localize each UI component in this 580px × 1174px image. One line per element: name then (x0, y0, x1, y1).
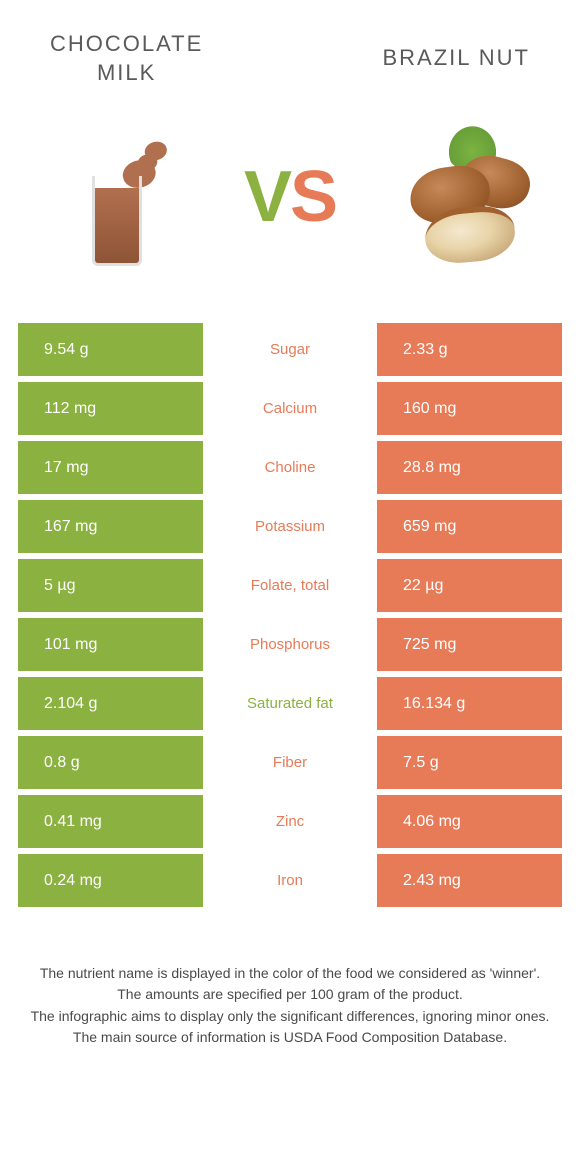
left-value: 112 mg (18, 382, 203, 435)
nutrient-label: Potassium (203, 500, 377, 553)
left-value: 101 mg (18, 618, 203, 671)
nutrient-label: Choline (203, 441, 377, 494)
vs-s: S (290, 157, 336, 237)
table-row: 0.8 gFiber7.5 g (18, 736, 562, 789)
right-value: 160 mg (377, 382, 562, 435)
right-value: 2.43 mg (377, 854, 562, 907)
right-value: 7.5 g (377, 736, 562, 789)
header: CHOCOLATE MILK BRAZIL NUT (0, 0, 580, 97)
left-food-title: CHOCOLATE MILK (50, 30, 203, 87)
right-value: 16.134 g (377, 677, 562, 730)
right-food-title: BRAZIL NUT (382, 30, 530, 87)
nutrient-label: Folate, total (203, 559, 377, 612)
nutrient-label: Fiber (203, 736, 377, 789)
left-value: 0.8 g (18, 736, 203, 789)
nutrient-label: Sugar (203, 323, 377, 376)
left-value: 5 µg (18, 559, 203, 612)
right-value: 28.8 mg (377, 441, 562, 494)
table-row: 101 mgPhosphorus725 mg (18, 618, 562, 671)
table-row: 2.104 gSaturated fat16.134 g (18, 677, 562, 730)
brazil-nut-image (390, 122, 540, 272)
vs-label: VS (244, 156, 336, 238)
right-value: 4.06 mg (377, 795, 562, 848)
footer-notes: The nutrient name is displayed in the co… (0, 913, 580, 1047)
table-row: 0.41 mgZinc4.06 mg (18, 795, 562, 848)
chocolate-milk-image (40, 122, 190, 272)
table-row: 167 mgPotassium659 mg (18, 500, 562, 553)
right-value: 2.33 g (377, 323, 562, 376)
table-row: 0.24 mgIron2.43 mg (18, 854, 562, 907)
nutrient-label: Calcium (203, 382, 377, 435)
left-value: 167 mg (18, 500, 203, 553)
left-value: 0.24 mg (18, 854, 203, 907)
vs-v: V (244, 157, 290, 237)
images-row: VS (0, 97, 580, 317)
left-value: 0.41 mg (18, 795, 203, 848)
table-row: 9.54 gSugar2.33 g (18, 323, 562, 376)
footer-line: The nutrient name is displayed in the co… (30, 963, 550, 983)
nutrient-label: Iron (203, 854, 377, 907)
nutrient-label: Zinc (203, 795, 377, 848)
table-row: 112 mgCalcium160 mg (18, 382, 562, 435)
right-value: 22 µg (377, 559, 562, 612)
table-row: 17 mgCholine28.8 mg (18, 441, 562, 494)
left-value: 9.54 g (18, 323, 203, 376)
left-value: 17 mg (18, 441, 203, 494)
footer-line: The main source of information is USDA F… (30, 1027, 550, 1047)
footer-line: The amounts are specified per 100 gram o… (30, 984, 550, 1004)
nutrient-label: Saturated fat (203, 677, 377, 730)
left-value: 2.104 g (18, 677, 203, 730)
right-value: 659 mg (377, 500, 562, 553)
comparison-table: 9.54 gSugar2.33 g 112 mgCalcium160 mg 17 m… (0, 317, 580, 907)
right-value: 725 mg (377, 618, 562, 671)
footer-line: The infographic aims to display only the… (30, 1006, 550, 1026)
nutrient-label: Phosphorus (203, 618, 377, 671)
table-row: 5 µgFolate, total22 µg (18, 559, 562, 612)
